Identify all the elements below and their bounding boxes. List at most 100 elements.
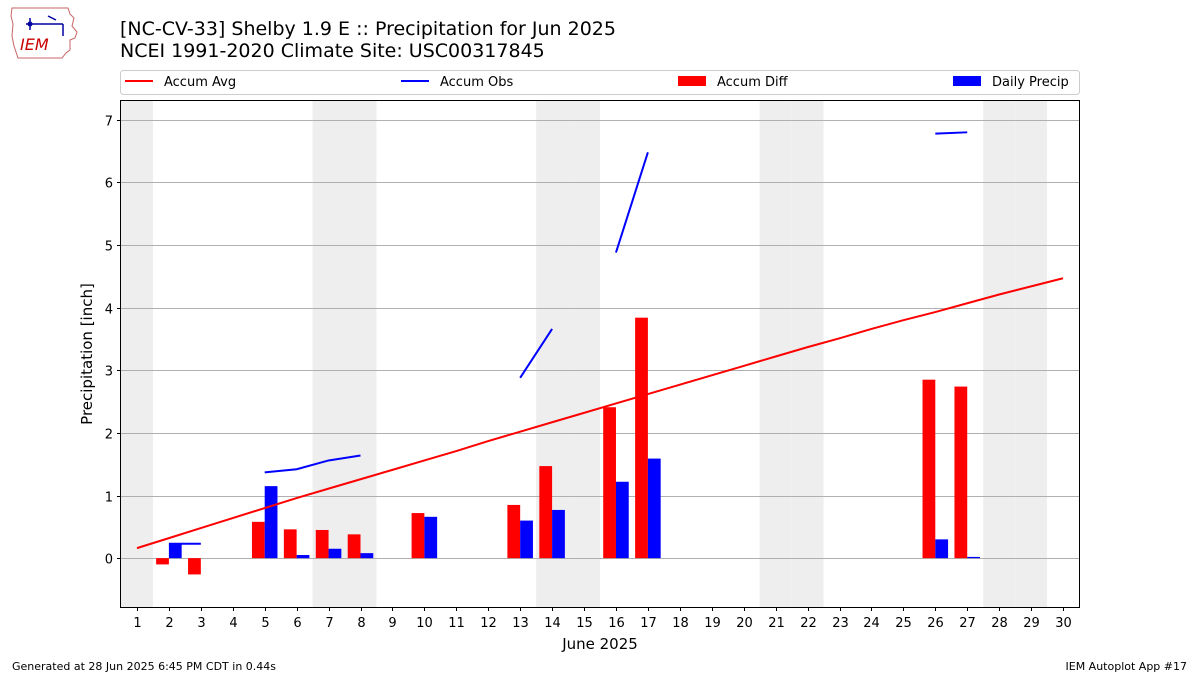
x-tick-label: 25 [895,616,912,631]
x-tick-label: 29 [1023,616,1040,631]
accum-diff-bar [347,534,361,559]
x-tick-label: 14 [544,616,561,631]
app-credit: IEM Autoplot App #17 [1065,660,1188,673]
legend-label-daily-precip: Daily Precip [992,75,1069,90]
y-tick-label: 1 [105,491,113,506]
accum-obs-line [615,152,649,253]
legend: Accum Avg Accum Obs Accum Diff Daily Pre… [120,70,1080,95]
y-axis-ticks: 0 1 2 3 4 5 6 7 [105,115,121,568]
accum-diff-bar [922,379,936,559]
accum-diff-bar [251,521,265,559]
x-tick-label: 30 [1055,616,1072,631]
weekend-shading [121,101,1048,607]
accum-obs-line [935,131,968,135]
accum-avg-line [136,277,1064,550]
weekend-band [121,101,153,607]
weekend-band [312,101,345,607]
bars [156,317,981,575]
weekend-band [983,101,1016,607]
x-tick-label: 28 [991,616,1008,631]
weekend-band [1015,101,1048,607]
x-tick-label: 4 [229,616,237,631]
y-tick-label: 3 [105,365,113,380]
legend-item-accum-obs: Accum Obs [401,75,513,90]
accum-diff-bar [507,504,521,559]
x-tick-label: 12 [480,616,497,631]
lines [136,131,1064,550]
x-tick-label: 22 [800,616,817,631]
accum-obs-line [264,454,361,474]
legend-item-accum-diff: Accum Diff [678,75,789,90]
y-tick-label: 4 [105,303,113,318]
accum-diff-bar [954,386,968,559]
legend-swatch-daily-precip [953,76,981,86]
accum-diff-bar [283,529,297,559]
x-tick-label: 24 [863,616,880,631]
y-tick-label: 2 [105,428,113,443]
x-tick-label: 11 [448,616,465,631]
weekend-band [791,101,824,607]
x-tick-label: 18 [672,616,689,631]
daily-precip-bar [296,555,310,559]
accum-diff-bar [635,317,648,559]
x-tick-label: 1 [133,616,141,631]
x-tick-label: 19 [704,616,721,631]
x-tick-label: 6 [293,616,301,631]
generated-note: Generated at 28 Jun 2025 6:45 PM CDT in … [12,660,277,673]
logo-text: IEM [20,35,49,54]
x-tick-label: 8 [357,616,365,631]
x-tick-label: 21 [768,616,785,631]
legend-swatch-accum-diff [678,76,706,86]
accum-obs-line [519,328,553,379]
legend-label-accum-obs: Accum Obs [440,75,513,90]
legend-label-accum-diff: Accum Diff [717,75,789,90]
x-tick-label: 5 [261,616,269,631]
x-tick-label: 26 [927,616,944,631]
x-axis-label: June 2025 [561,635,638,653]
y-axis-label: Precipitation [inch] [78,283,96,425]
x-tick-label: 17 [640,616,657,631]
x-tick-label: 3 [197,616,205,631]
x-tick-label: 7 [325,616,333,631]
daily-precip-bar [328,548,342,559]
x-axis-ticks: 1 2 3 4 5 6 7 8 9 10 11 12 13 14 15 16 17 18 19 20 21 22 23 24 2… [133,607,1072,631]
legend-label-accum-avg: Accum Avg [164,75,236,90]
iowa-outline-icon [10,7,78,59]
weekend-band [344,101,377,607]
y-tick-label: 6 [105,177,113,192]
accum-diff-bar [603,407,616,559]
daily-precip-bar [360,553,374,559]
iem-logo: IEM [10,7,78,59]
accum-diff-bar [188,558,201,575]
accum-diff-bar [539,466,553,559]
daily-precip-bar [552,509,565,559]
weekend-band [568,101,600,607]
legend-item-accum-avg: Accum Avg [125,75,236,90]
accum-diff-bar [156,558,169,565]
y-tick-label: 0 [105,553,113,568]
x-tick-label: 23 [832,616,849,631]
daily-precip-bar [647,458,661,559]
x-tick-label: 2 [165,616,173,631]
daily-precip-bar [615,481,629,559]
daily-precip-bar [264,486,278,559]
y-tick-label: 5 [105,240,113,255]
x-tick-label: 13 [512,616,529,631]
gridlines [121,120,1079,559]
x-tick-label: 27 [959,616,976,631]
x-tick-label: 15 [576,616,593,631]
y-tick-label: 7 [105,115,113,130]
accum-diff-bar [315,529,329,559]
plot-frame [120,100,1080,608]
x-tick-label: 16 [608,616,625,631]
chart-title: [NC-CV-33] Shelby 1.9 E :: Precipitation… [120,18,616,40]
x-tick-label: 9 [388,616,396,631]
daily-precip-bar [967,556,981,559]
chart-subtitle: NCEI 1991-2020 Climate Site: USC00317845 [120,40,545,62]
daily-precip-bar [520,520,533,559]
legend-item-daily-precip: Daily Precip [953,75,1069,90]
daily-precip-bar [935,539,949,559]
legend-frame [120,70,1080,95]
